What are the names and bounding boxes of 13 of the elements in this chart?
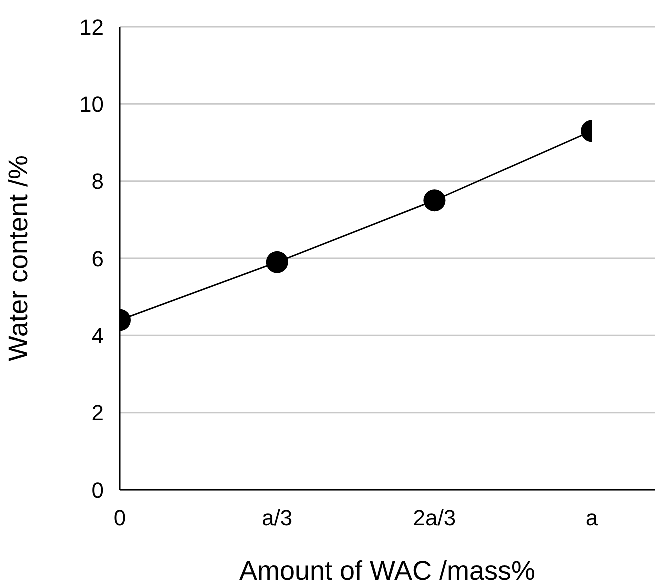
y-tick-label: 4	[92, 323, 104, 348]
y-tick-label: 8	[92, 169, 104, 194]
y-tick-label: 2	[92, 400, 104, 426]
x-tick-label: 2a/3	[413, 506, 456, 531]
x-tick-label: a/3	[262, 506, 293, 531]
y-tick-label: 6	[92, 246, 104, 272]
y-tick-label: 10	[80, 92, 104, 117]
x-tick-label: a	[586, 506, 599, 531]
y-tick-label: 0	[92, 478, 104, 503]
x-tick-label: 0	[114, 506, 126, 531]
y-axis-title: Water content /%	[4, 155, 34, 362]
y-tick-label: 12	[80, 14, 104, 40]
x-axis-title: Amount of WAC /mass%	[239, 556, 536, 586]
